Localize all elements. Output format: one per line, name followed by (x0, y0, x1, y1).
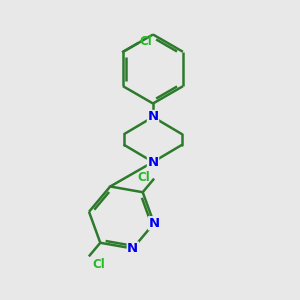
Text: Cl: Cl (140, 35, 153, 49)
Text: N: N (148, 217, 160, 230)
Text: Cl: Cl (137, 171, 150, 184)
Text: N: N (147, 155, 159, 169)
Text: Cl: Cl (93, 258, 105, 272)
Text: N: N (147, 110, 159, 124)
Text: N: N (127, 242, 138, 255)
